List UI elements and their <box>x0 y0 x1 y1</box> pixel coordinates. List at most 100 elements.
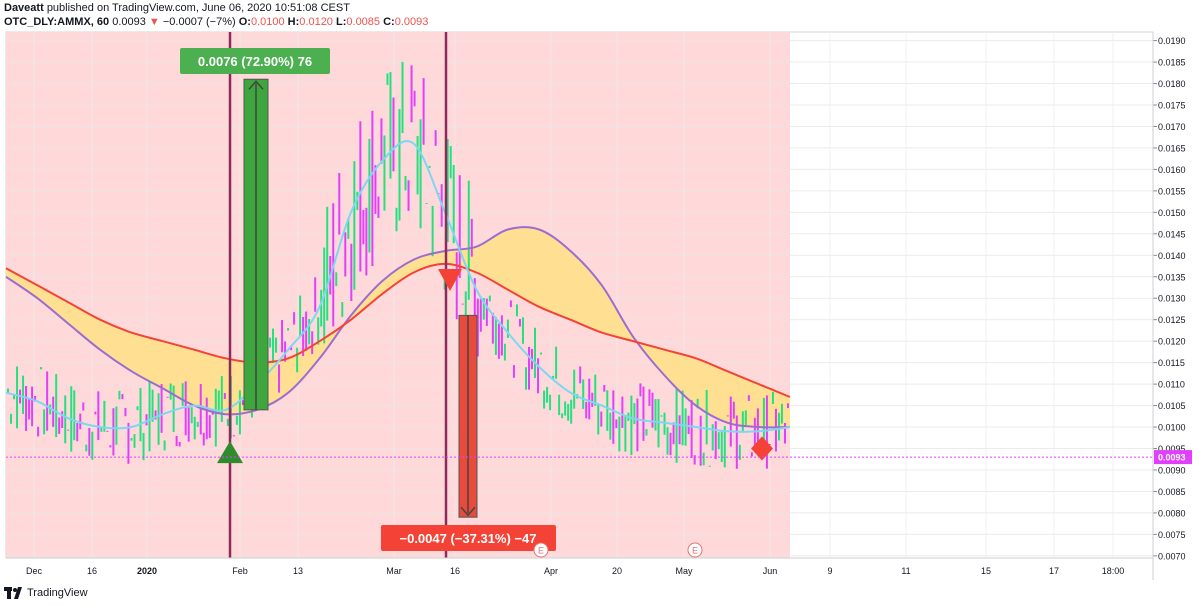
candle <box>7 388 9 394</box>
y-tick-label: 0.0105 <box>1158 401 1186 411</box>
candle <box>293 312 296 325</box>
candle <box>344 232 347 277</box>
candle <box>13 394 16 400</box>
candle <box>241 400 244 406</box>
candle <box>561 413 564 419</box>
price-axis[interactable]: 0.0190 0.0185 0.0180 0.0175 0.0170 0.0165 0.01… <box>1152 32 1192 580</box>
x-tick-label: Dec <box>26 566 43 576</box>
candle <box>115 406 118 445</box>
low-label: L: <box>336 16 347 28</box>
candle <box>615 419 618 429</box>
chart-header: Daveatt published on TradingView.com, Ju… <box>4 1 1194 31</box>
candle <box>449 146 452 179</box>
candle <box>356 191 359 211</box>
candle <box>642 386 645 441</box>
candle <box>392 97 395 172</box>
y-tick-label: 0.0160 <box>1158 165 1186 175</box>
candle <box>118 390 121 400</box>
candle <box>416 136 419 195</box>
candle <box>296 347 299 373</box>
candle <box>624 415 627 452</box>
x-tick-label: 9 <box>827 566 832 576</box>
candle <box>401 61 404 134</box>
y-tick-label: 0.0115 <box>1158 358 1185 368</box>
author-name[interactable]: Daveatt <box>4 2 44 14</box>
candle <box>633 403 636 425</box>
candle <box>40 367 43 370</box>
y-tick-label: 0.0145 <box>1158 229 1186 239</box>
candle <box>160 384 163 433</box>
symbol-name[interactable]: OTC_DLY:AMMX, 60 <box>4 16 110 28</box>
candle <box>750 452 753 457</box>
candle <box>238 390 241 435</box>
candle <box>567 404 570 421</box>
candle <box>618 416 621 452</box>
candle <box>302 317 305 357</box>
candle <box>555 346 558 379</box>
candle <box>413 90 416 107</box>
candle <box>600 411 603 427</box>
candle <box>594 374 597 406</box>
y-tick-label: 0.0100 <box>1158 423 1186 433</box>
candle <box>371 110 374 267</box>
candle <box>205 397 208 440</box>
plot-area[interactable]: 0.0076 (72.90%) 76−0.0047 (−37.31%) −47E… <box>5 31 1154 559</box>
y-tick-label: 0.0165 <box>1158 143 1186 153</box>
candle <box>543 390 546 409</box>
candle <box>151 389 154 422</box>
candle <box>389 72 392 179</box>
candle <box>705 389 708 445</box>
candle <box>359 121 362 272</box>
bearish-zone-background <box>6 32 790 558</box>
candle <box>353 161 356 290</box>
candle <box>693 455 696 465</box>
x-tick-label: Apr <box>544 566 558 576</box>
candle <box>61 411 64 428</box>
candle <box>130 438 133 441</box>
candle <box>193 416 196 440</box>
candle <box>404 175 407 191</box>
candle <box>708 465 711 467</box>
candle <box>410 65 413 123</box>
candle <box>64 395 67 444</box>
candle <box>383 135 386 211</box>
candle <box>314 277 317 312</box>
candle <box>67 429 70 431</box>
candle <box>467 180 470 300</box>
candle <box>112 408 115 456</box>
x-tick-label: 11 <box>901 566 910 576</box>
candle <box>175 435 178 447</box>
brand-name[interactable]: TradingView <box>27 587 88 599</box>
candle <box>109 445 112 448</box>
candle <box>184 381 187 436</box>
candle <box>214 388 217 447</box>
high-value: 0.0120 <box>299 16 333 28</box>
candle <box>491 312 494 344</box>
candle <box>34 395 37 402</box>
candle <box>494 317 497 355</box>
candle <box>509 300 512 308</box>
price-chart[interactable]: 0.0076 (72.90%) 76−0.0047 (−37.31%) −47E… <box>0 28 1200 580</box>
tradingview-logo-icon[interactable] <box>4 586 22 600</box>
candle <box>365 207 368 276</box>
candle <box>645 429 648 436</box>
candle <box>100 427 103 432</box>
candle <box>127 422 130 464</box>
candle <box>395 207 398 232</box>
candle <box>762 397 765 446</box>
candle <box>208 415 211 438</box>
x-tick-label: Feb <box>232 566 248 576</box>
candle <box>103 400 106 432</box>
candle <box>226 418 229 426</box>
y-tick-label: 0.0090 <box>1158 465 1186 475</box>
candle <box>196 421 199 427</box>
x-tick-label: 16 <box>87 566 97 576</box>
candle <box>783 422 786 444</box>
candle <box>106 430 109 432</box>
candle <box>609 412 612 440</box>
x-tick-label: Mar <box>386 566 402 576</box>
time-axis[interactable]: Dec 16 2020 Feb 13 Mar 16 Apr 20 May Jun 9 11 15 17 18:… <box>6 557 1153 576</box>
candle <box>621 396 624 428</box>
long-position-label: 0.0076 (72.90%) 76 <box>198 54 312 69</box>
candle <box>455 252 458 320</box>
